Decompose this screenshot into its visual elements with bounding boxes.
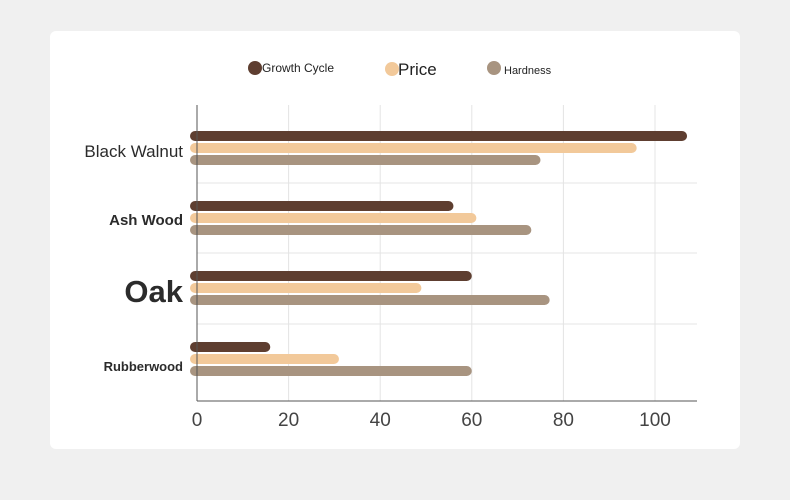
legend-swatch [248, 61, 262, 75]
chart-card [50, 31, 740, 449]
bar [190, 201, 454, 211]
x-tick-label: 0 [192, 410, 203, 431]
x-tick-label: 20 [278, 410, 299, 431]
category-label: Black Walnut [84, 142, 183, 161]
x-tick-label: 80 [553, 410, 574, 431]
axes [196, 105, 697, 402]
bar [190, 155, 541, 165]
legend-label: Growth Cycle [262, 61, 334, 75]
bar [190, 213, 477, 223]
x-tick-label: 100 [639, 410, 671, 431]
x-tick-label: 40 [370, 410, 391, 431]
category-label: Oak [124, 274, 183, 309]
bars [190, 131, 688, 376]
bar [190, 354, 339, 364]
bar [190, 283, 422, 293]
y-axis-labels: Black Walnut Ash Wood Oak Rubberwood [84, 142, 183, 374]
legend-swatch [385, 62, 399, 76]
bar [190, 225, 532, 235]
bar [190, 143, 637, 153]
bar [190, 366, 472, 376]
legend-label: Hardness [504, 65, 552, 77]
legend: Growth Cycle Price Hardness [248, 60, 552, 79]
legend-swatch [487, 61, 501, 75]
category-label: Rubberwood [104, 359, 183, 374]
category-label: Ash Wood [109, 212, 183, 229]
bar [190, 295, 550, 305]
legend-label: Price [398, 60, 437, 79]
bar [190, 271, 472, 281]
x-axis-tick-labels: 0 20 40 60 80 100 [192, 410, 671, 431]
bar [190, 342, 271, 352]
x-tick-label: 60 [461, 410, 482, 431]
bar [190, 131, 688, 141]
gridlines [197, 105, 697, 401]
